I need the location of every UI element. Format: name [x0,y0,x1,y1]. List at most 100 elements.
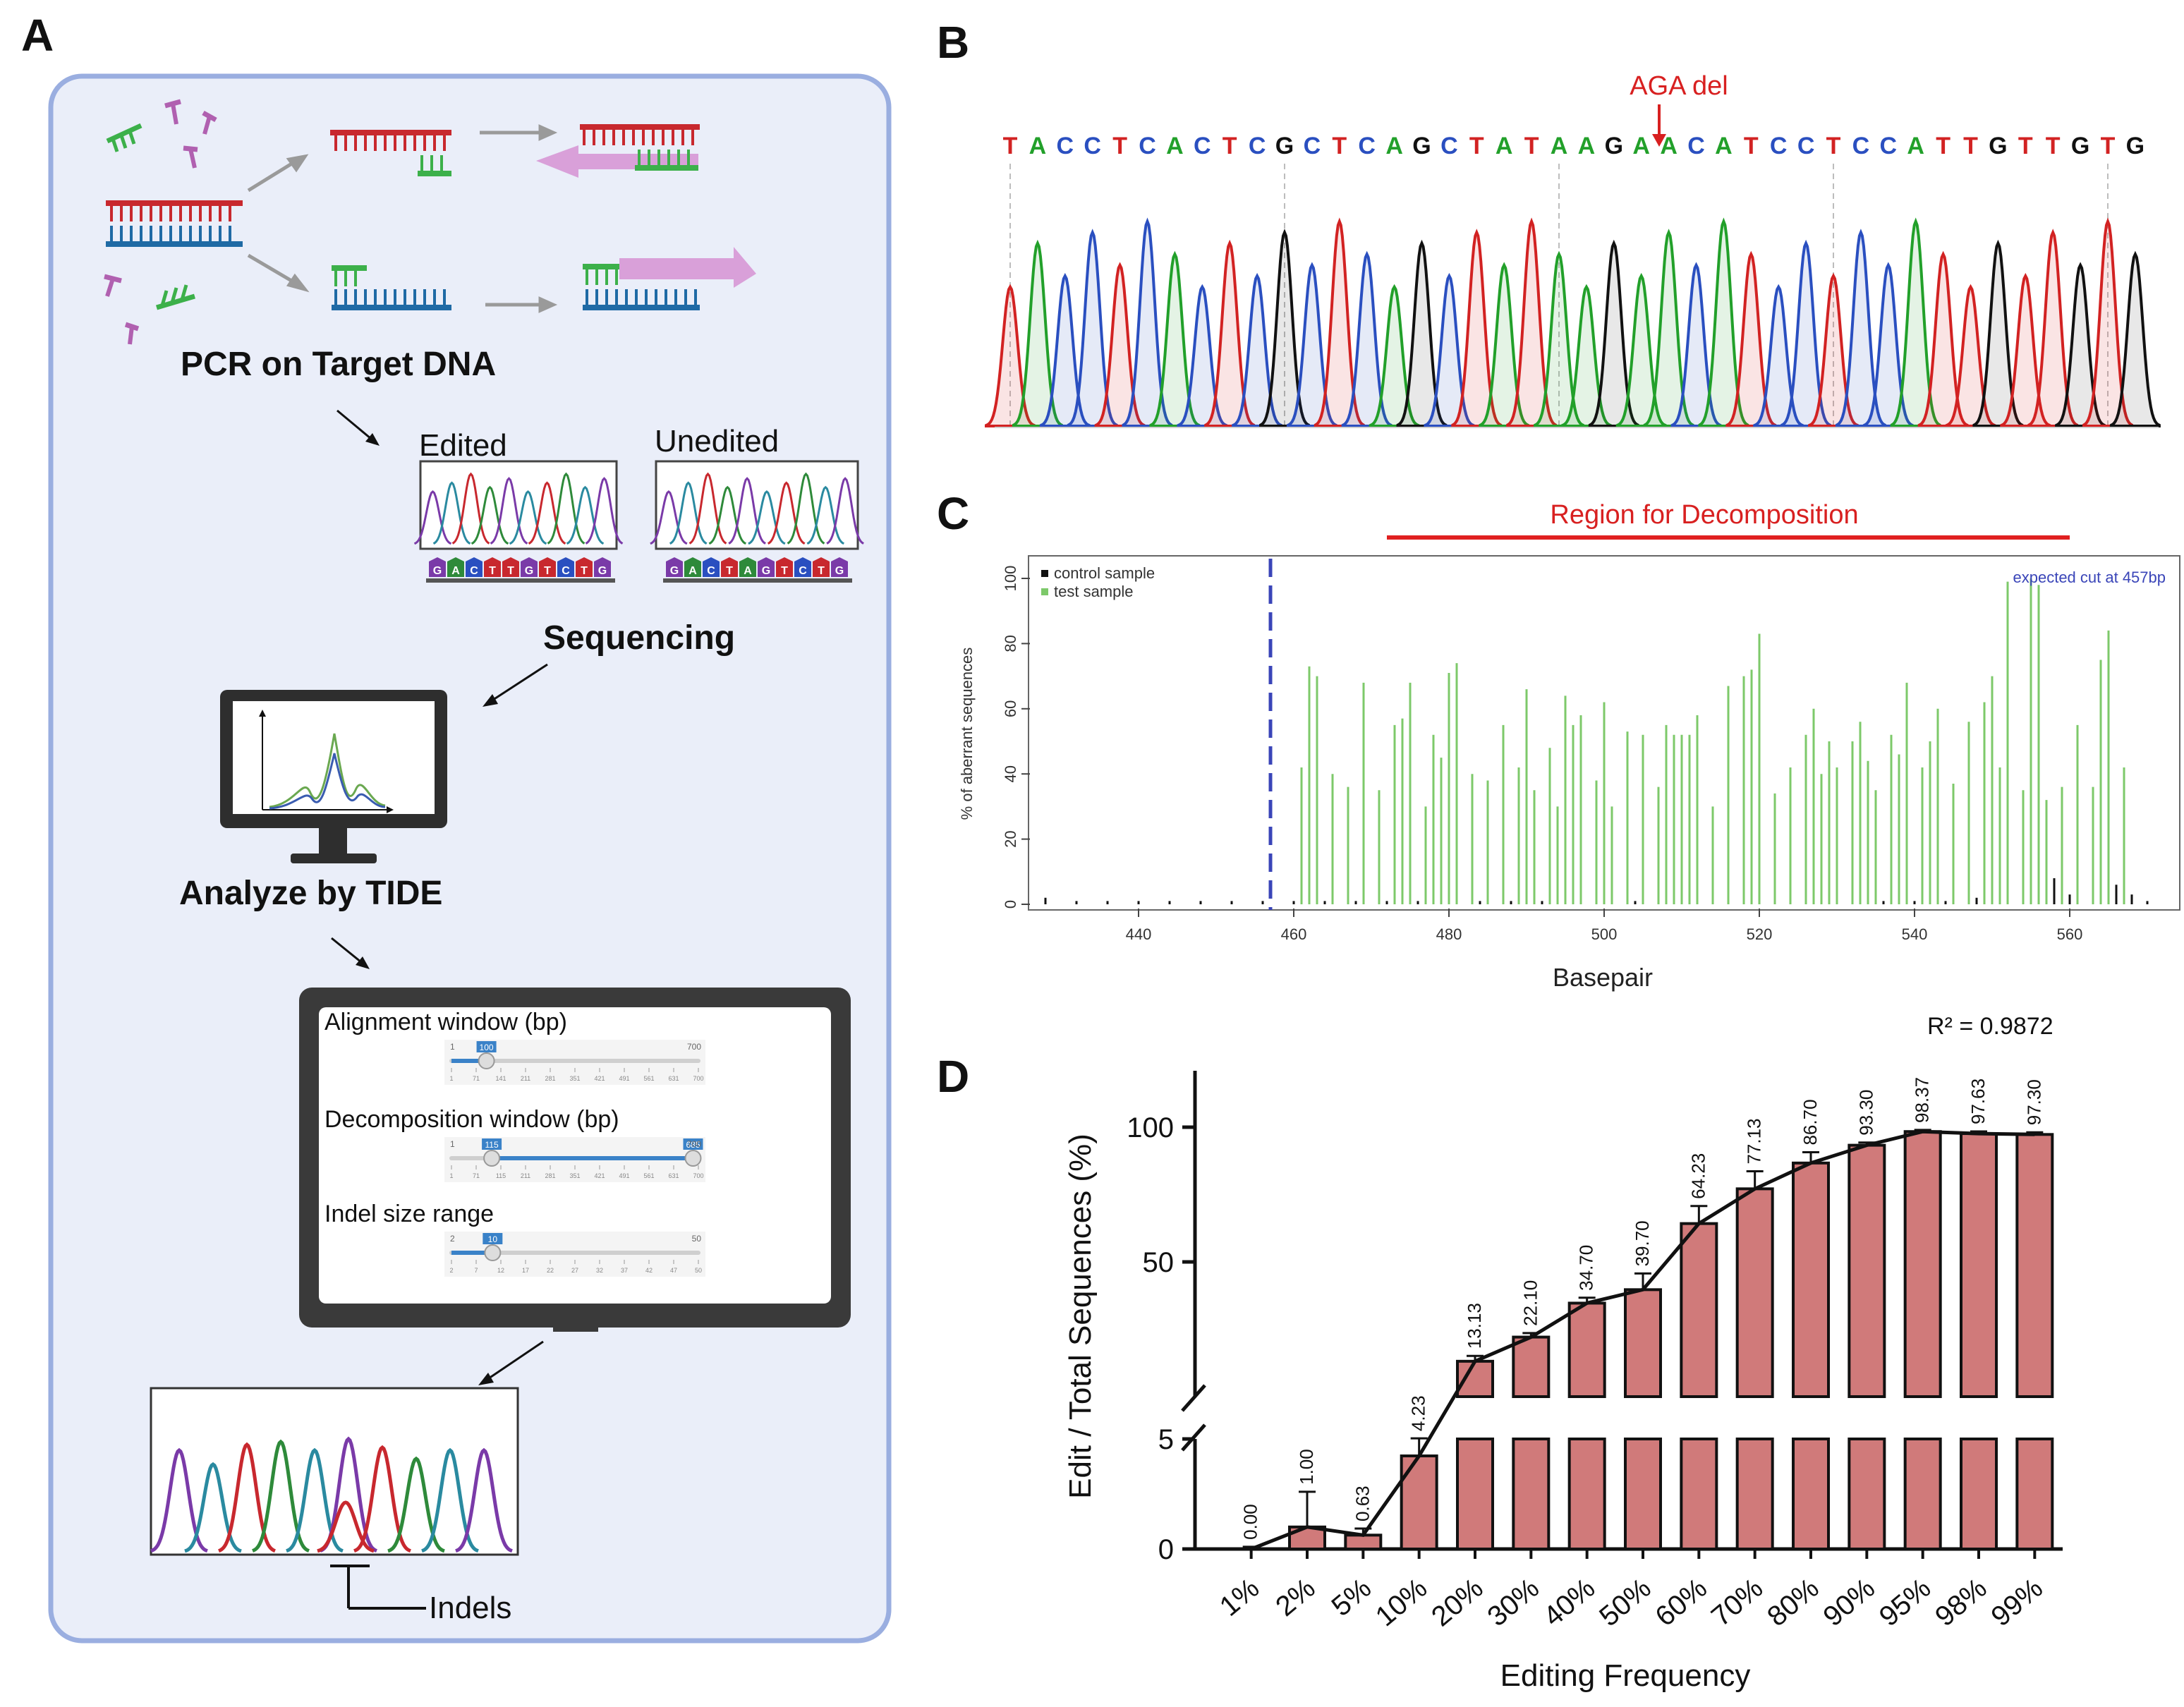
slider-tick-label: 281 [545,1075,555,1082]
edited-chromatogram-peaks [413,472,624,545]
trace-peak [1177,284,1228,427]
base-letter: C [470,565,478,577]
slider-tick-label: 1 [449,1075,453,1082]
chromatogram-peak [413,490,452,545]
d-y-tick-label: 50 [1143,1247,1175,1278]
base-tile [721,557,738,577]
base-tile [466,557,483,577]
trace-peak [1149,250,1201,427]
base-tile [576,557,593,577]
base-letter: T [581,565,588,577]
trace-peak [1534,250,1584,427]
arrow-icon [331,937,370,969]
slider-tick-label: 71 [473,1075,480,1082]
region-title: Region for Decomposition [1550,500,1858,530]
sequence-letter: C [1057,133,1074,159]
indels-bracket [330,1565,426,1610]
chromatogram-peak [387,1456,445,1553]
chromatogram-peak [708,485,746,545]
d-y-tick-label: 100 [1127,1112,1174,1143]
trace-peak [1341,250,1393,427]
sequence-letter: C [1687,133,1705,159]
chromatogram-peak [728,477,766,545]
slider-tick-label: 281 [545,1172,555,1179]
slider-value-badge [476,1041,497,1052]
base-tile [813,557,830,577]
slider-tick-label: 71 [473,1172,480,1179]
d-y-tick-label: 5 [1158,1424,1174,1455]
edited-label: Edited [419,428,507,463]
extension-strand-icon [583,247,756,310]
sequence-letter: T [1524,133,1539,159]
slider-handle[interactable] [684,1150,702,1167]
chromatogram-peak [688,472,727,545]
trace-peak [1643,229,1694,427]
unedited-chromatogram [655,460,859,550]
sequence-letter: C [1304,133,1321,159]
d-x-tick-label: 5% [1326,1572,1378,1622]
trace-peak [1232,272,1283,427]
sequence-letter: A [1496,133,1513,159]
r-squared: R² = 0.9872 [1927,1013,2053,1040]
indel-peak [317,1500,375,1553]
chromatogram-peak [806,485,844,545]
slider-handle[interactable] [483,1150,501,1167]
c-y-tick-label: 60 [1002,700,1019,717]
slider-tick-label: 491 [619,1172,629,1179]
chromatogram-peak [650,490,688,545]
denatured-strand-icon [330,130,451,176]
sequence-letter: C [1440,133,1458,159]
edited-chromatogram [419,460,618,550]
d-bar [1344,1533,1383,1550]
sequence-letter: G [1412,133,1431,159]
chromatogram-peak [286,1447,344,1553]
d-bar-lower [1735,1438,1774,1550]
slider-tick-label: 351 [569,1172,580,1179]
d-value-label: 4.23 [1408,1395,1429,1431]
trace-peak [1725,250,1777,427]
chromatogram-peak [421,1447,479,1553]
pcr-label: PCR on Target DNA [181,346,496,383]
trace-peak [1753,284,1804,427]
decomposed-chromatogram-peaks [150,1436,513,1553]
trace-peak [1917,250,1969,427]
analyze-label: Analyze by TIDE [179,875,442,912]
sequence-letter: C [1880,133,1898,159]
decomposition-chart: Region for Decomposition 0 20 40 60 80 100 44… [958,500,2180,992]
slider-tick-label: 7 [474,1267,478,1274]
base-letter: A [451,565,460,577]
d-bar-lower [1512,1438,1551,1550]
trace-peak [1369,284,1420,427]
chromatogram-peak [451,472,490,545]
trace-peak [2000,272,2051,427]
d-value-label: 0.00 [1240,1504,1261,1540]
slider-handle[interactable] [478,1052,495,1069]
slider-min: 1 [450,1042,455,1052]
slider-value-badge [483,1233,503,1244]
chromatogram-peak [471,485,509,545]
sequence-letter: C [1249,133,1266,159]
r-squared-label: R² = 0.9872 [1927,1013,2053,1040]
sequence-letter: T [2018,133,2033,159]
d-x-tick-label: 90% [1818,1572,1881,1632]
setting-label: Indel size range [324,1201,494,1227]
chromatogram-peak [218,1442,276,1553]
trace-peak [2109,250,2161,427]
d-value-label: 86.70 [1800,1099,1821,1145]
slider-handle[interactable] [484,1244,502,1261]
slider-tick-label: 491 [619,1075,629,1082]
d-bar-upper [2015,1133,2054,1398]
denatured-strand-icon [332,265,451,310]
slider-tick-label: 561 [643,1075,654,1082]
trace-peak [1780,239,1832,427]
base-letter: T [544,565,551,577]
d-y-tick-label: 0 [1158,1534,1174,1565]
slider-tick-label: 42 [645,1267,653,1274]
base-tile [539,557,556,577]
chromatogram-peak [432,481,471,545]
c-y-tick-label: 100 [1002,566,1019,592]
editing-frequency-chart: 0 5 50 100 0.00 1% 1.00 2% 0.63 5% 4.23 10% 13.13 20%… [1127,1071,2063,1632]
d-value-label: 13.13 [1464,1303,1485,1349]
base-tile [794,557,811,577]
d-value-label: 97.30 [2023,1079,2044,1125]
